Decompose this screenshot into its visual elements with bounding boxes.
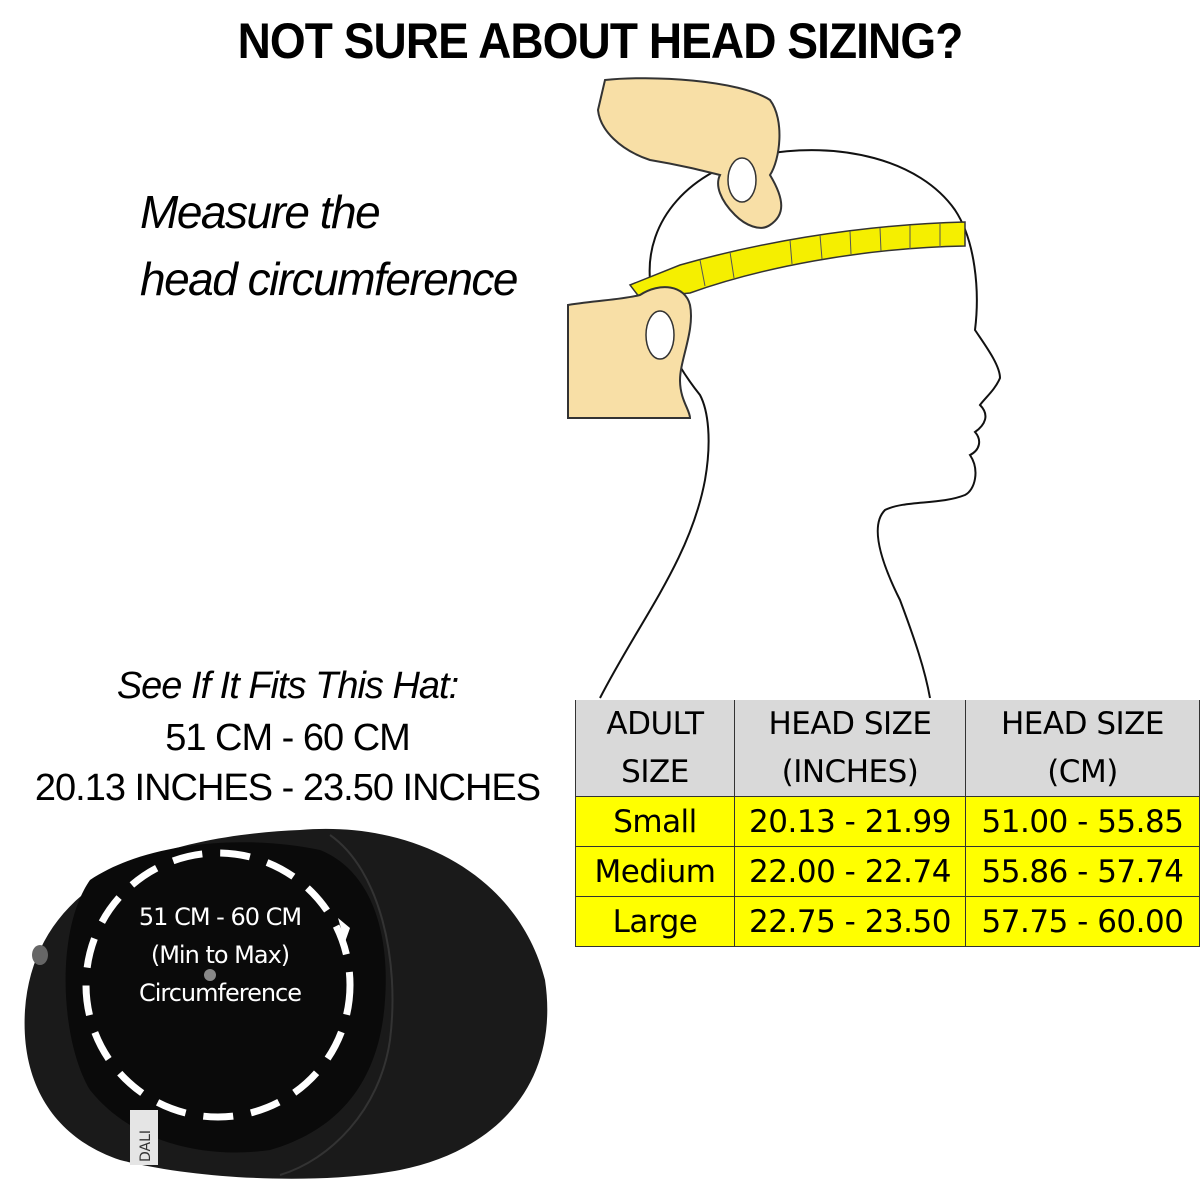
instruction-line-2: head circumference	[140, 253, 518, 305]
cm-cell: 51.00 - 55.85	[965, 796, 1200, 847]
hat-image: DALI	[24, 828, 548, 1179]
cm-cell: 57.75 - 60.00	[965, 896, 1200, 947]
head-profile-outline	[599, 149, 1002, 699]
size-cell: Medium	[575, 846, 735, 897]
hat-fit-heading: See If It Fits This Hat:	[116, 665, 459, 707]
hat-label-circumference: Circumference	[138, 979, 302, 1007]
size-cell: Small	[575, 796, 735, 847]
hand-top-icon	[596, 77, 783, 229]
arrow-icon	[338, 918, 350, 942]
table-row: Large 22.75 - 23.50 57.75 - 60.00	[575, 896, 1200, 947]
inches-cell: 22.00 - 22.74	[734, 846, 966, 897]
cm-cell: 55.86 - 57.74	[965, 846, 1200, 897]
hat-fit-inch-range: 20.13 INCHES - 23.50 INCHES	[34, 767, 541, 809]
inches-cell: 22.75 - 23.50	[734, 896, 966, 947]
page-title: NOT SURE ABOUT HEAD SIZING?	[237, 13, 964, 69]
size-cell: Large	[575, 896, 735, 947]
table-row: Medium 22.00 - 22.74 55.86 - 57.74	[575, 846, 1200, 897]
size-table: ADULT HEAD SIZE HEAD SIZE SIZE (INCHES) …	[575, 700, 1200, 947]
hand-bottom-icon	[567, 286, 692, 419]
header-cm: HEAD SIZE	[965, 700, 1200, 748]
measuring-tape	[628, 221, 966, 299]
hat-fit-cm-range: 51 CM - 60 CM	[165, 717, 411, 759]
inches-cell: 20.13 - 21.99	[734, 796, 966, 847]
hat-label-minmax: (Min to Max)	[150, 941, 290, 969]
header-adult-size-2: SIZE	[575, 748, 735, 797]
header-inches: HEAD SIZE	[734, 700, 966, 748]
circumference-dashed-circle	[82, 849, 354, 1121]
instruction-line-1: Measure the	[140, 186, 381, 238]
table-row: Small 20.13 - 21.99 51.00 - 55.85	[575, 796, 1200, 847]
header-inches-2: (INCHES)	[734, 748, 966, 797]
tape-ticks	[699, 223, 941, 287]
header-cm-2: (CM)	[965, 748, 1200, 797]
brand-tag	[130, 1110, 158, 1165]
header-adult-size: ADULT	[575, 700, 735, 748]
hat-label-range: 51 CM - 60 CM	[138, 903, 302, 931]
brand-tag-text: DALI	[138, 1130, 154, 1162]
